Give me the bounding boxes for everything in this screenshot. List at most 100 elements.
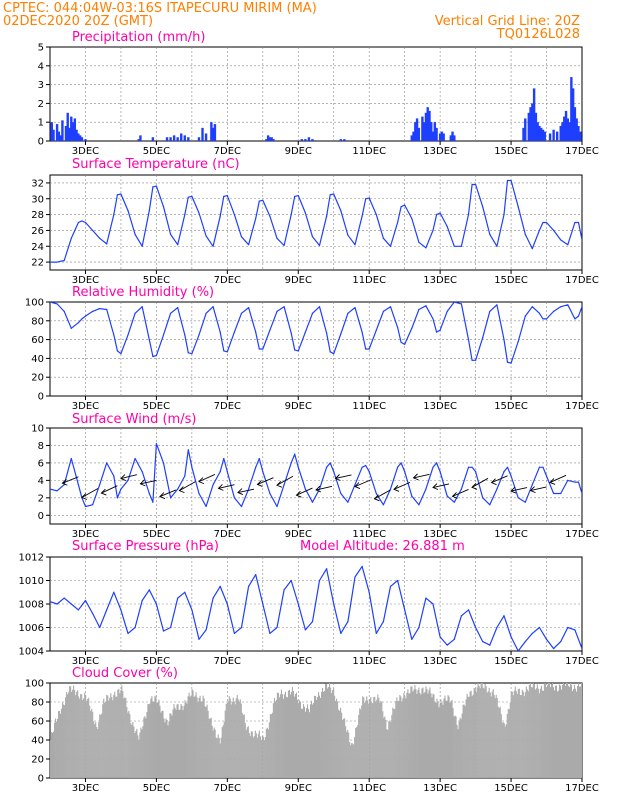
cloud-bar xyxy=(73,685,75,778)
cloud-bar xyxy=(507,708,509,778)
cloud-bar xyxy=(396,697,398,778)
precip-bar xyxy=(300,139,304,141)
cloud-bar xyxy=(344,718,346,778)
cloud-bar xyxy=(232,697,234,778)
precip-bar xyxy=(577,125,580,141)
cloud-bar xyxy=(251,731,253,778)
rh-point xyxy=(258,348,260,350)
temp-point xyxy=(354,244,356,246)
cloud-bar xyxy=(249,735,251,778)
rh-point xyxy=(435,331,438,333)
precip-bar xyxy=(564,110,568,141)
cloud-bar xyxy=(312,702,315,778)
cloud-bar xyxy=(502,722,504,778)
x-tick-label: 17DEC xyxy=(565,656,599,667)
cloud-bar xyxy=(237,699,239,778)
precip-bar xyxy=(73,118,77,141)
cloud-bar xyxy=(476,687,478,778)
cloud-bar xyxy=(541,690,543,778)
pressure-point xyxy=(91,612,94,615)
cloud-bar xyxy=(128,710,130,778)
cloud-bar xyxy=(408,693,410,778)
cloud-bar xyxy=(480,683,482,778)
precip-bar xyxy=(536,122,539,141)
cloud-bar xyxy=(218,737,220,778)
cloud-bar xyxy=(290,691,293,778)
cloud-bar xyxy=(474,688,476,778)
y-tick-label: 40 xyxy=(31,354,44,365)
temp-point xyxy=(577,221,580,224)
rh-point xyxy=(333,353,335,355)
wind-point xyxy=(141,471,143,473)
cloud-bar xyxy=(444,695,446,778)
cloud-bar xyxy=(139,732,141,778)
panel-title: Precipitation (mm/h) xyxy=(72,30,205,45)
cloud-bar xyxy=(425,686,427,778)
cloud-bar xyxy=(89,705,91,778)
cloud-bar xyxy=(174,707,176,778)
cloud-bar xyxy=(429,687,431,778)
cloud-bar xyxy=(264,737,266,778)
cloud-bar xyxy=(206,704,208,778)
cloud-bar xyxy=(240,703,242,778)
wind-line xyxy=(50,443,582,508)
precip-bar xyxy=(579,131,582,141)
temp-point xyxy=(542,221,544,224)
cloud-bar xyxy=(98,722,100,778)
cloud-bar xyxy=(82,700,84,778)
y-tick-label: 100 xyxy=(25,298,44,309)
rh-point xyxy=(318,306,321,308)
cloud-bar xyxy=(168,721,170,778)
cloud-bar xyxy=(107,695,109,778)
rh-point xyxy=(538,312,541,314)
temp-point xyxy=(226,194,228,197)
pressure-point xyxy=(148,589,150,591)
wind-arrow-icon xyxy=(432,483,450,490)
rh-point xyxy=(475,359,477,361)
cloud-bar xyxy=(220,737,222,778)
cloud-bar xyxy=(226,704,228,778)
x-tick-label: 13DEC xyxy=(423,783,457,794)
cloud-bar xyxy=(464,706,466,778)
cloud-bar xyxy=(241,712,243,778)
temp-point xyxy=(70,237,72,239)
rh-point xyxy=(212,306,214,308)
wind-point xyxy=(177,488,179,490)
y-tick-label: 26 xyxy=(31,226,44,237)
pressure-point xyxy=(212,597,214,599)
temp-point xyxy=(177,244,179,246)
cloud-bar xyxy=(303,706,306,778)
cloud-bar xyxy=(167,725,169,778)
pressure-point xyxy=(489,644,491,646)
temp-point xyxy=(84,221,87,224)
cloud-bar xyxy=(561,684,564,778)
rh-point xyxy=(368,348,370,350)
cloud-bar xyxy=(144,716,146,778)
cloud-bar xyxy=(181,705,183,778)
cloud-bar xyxy=(465,699,467,778)
pressure-point xyxy=(382,621,384,623)
wind-point xyxy=(294,453,296,455)
wind-point xyxy=(368,471,370,473)
cloud-bar xyxy=(576,685,579,778)
cloud-bar xyxy=(311,704,314,778)
cloud-bar xyxy=(90,710,92,778)
wind-point xyxy=(467,466,470,468)
wind-arrow-icon xyxy=(100,485,118,496)
x-tick-label: 11DEC xyxy=(352,146,386,157)
y-tick-label: 2 xyxy=(38,493,44,504)
cloud-bar xyxy=(228,696,230,778)
cloud-bar xyxy=(204,706,206,778)
cloud-bar xyxy=(55,718,57,778)
wind-arrow-icon xyxy=(373,489,391,502)
cloud-bar xyxy=(77,690,79,778)
pressure-point xyxy=(368,591,370,593)
precip-bar xyxy=(204,133,208,141)
cloud-bar xyxy=(260,739,262,778)
cloud-bar xyxy=(80,693,82,778)
cloud-bar xyxy=(242,714,244,778)
precip-bar xyxy=(573,107,577,141)
cloud-bar xyxy=(341,712,343,778)
precip-bar xyxy=(440,131,444,141)
cloud-bar xyxy=(112,700,114,778)
